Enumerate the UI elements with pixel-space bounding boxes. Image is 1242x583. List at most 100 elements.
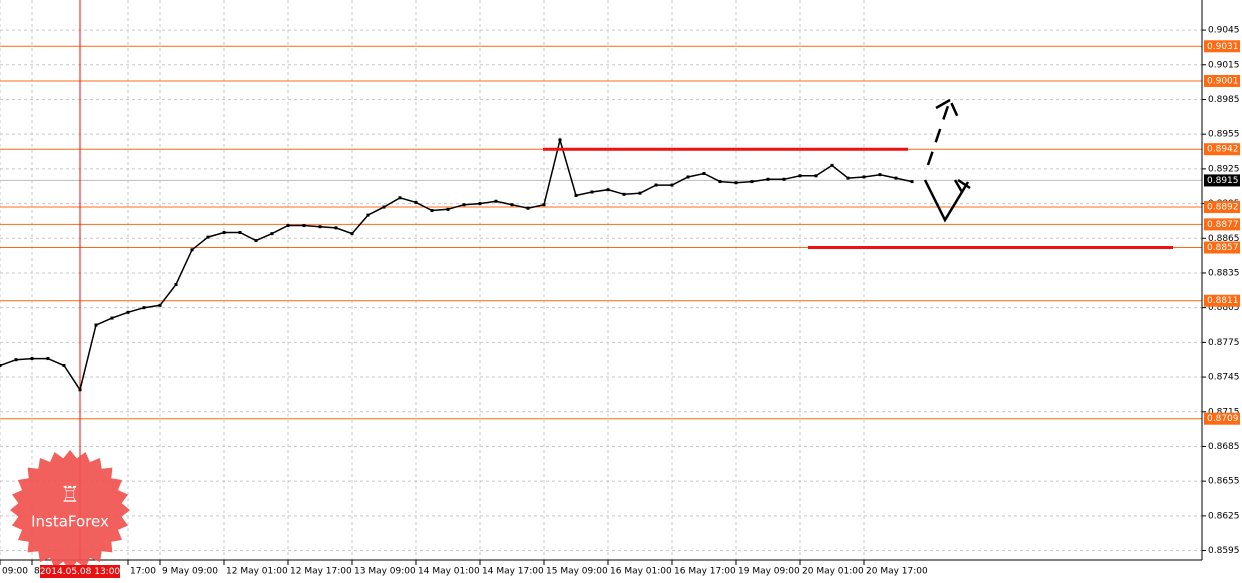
price-bar [878,173,882,177]
x-tick-label: 12 May 01:00 [226,567,288,577]
y-tick-label: 0.9045 [1208,26,1240,36]
price-bar [862,175,866,179]
price-bar [558,138,562,142]
grid [0,0,1202,560]
price-bar [174,283,178,287]
price-bar [734,181,738,185]
price-bar [190,248,194,252]
y-tick-label: 0.8925 [1208,164,1240,174]
price-bar [366,213,370,217]
x-tick-label: 15 May 09:00 [546,567,608,577]
series [0,137,914,392]
price-bar [302,224,306,228]
y-tick-label: 0.9015 [1208,60,1240,70]
price-bar [494,199,498,203]
level-label: 0.9031 [1207,42,1239,52]
price-bar [622,192,626,196]
price-bar [158,303,162,307]
level-label-box [1204,294,1240,307]
y-tick-label: 0.8715 [1208,407,1240,417]
price-bar [798,174,802,178]
price-bar [286,224,290,228]
level-label: 0.8857 [1207,243,1239,253]
price-bar [0,363,2,367]
crosshair-label-box [40,565,120,578]
x-tick-label: 09:00 [2,567,28,577]
price-bar [94,323,98,327]
price-bar [462,203,466,207]
x-tick-label: 14 May 01:00 [418,567,480,577]
y-tick-label: 0.8835 [1208,268,1240,278]
x-tick-label: 9 May 09:00 [162,567,218,577]
y-tick-label: 0.8655 [1208,477,1240,487]
logo: ♖ InstaForex [10,450,130,570]
forecast-down [923,179,970,223]
level-label: 0.8892 [1207,203,1239,213]
x-tick-label: 16 May 17:00 [674,567,736,577]
price-bar [270,232,274,236]
arrow-head-up [935,98,951,110]
level-label: 0.8942 [1207,145,1239,155]
x-tick-label: 12 May 17:00 [290,567,352,577]
level-label-box [1204,74,1240,87]
x-tick-label: 13 May 09:00 [354,567,416,577]
price-line [0,137,913,392]
level-label-box [1204,412,1240,425]
price-bar [782,177,786,181]
price-bar [142,306,146,310]
x-tick-label: 16 May 01:00 [610,567,672,577]
x-tick-label: 14 May 17:00 [482,567,544,577]
logo-icon: ♖ [60,483,80,508]
x-tick-label: 17:00 [130,567,156,577]
price-bar [206,235,210,239]
level-label-box [1204,143,1240,156]
price-bar [894,176,898,180]
price-bar [398,196,402,200]
y-tick-label: 0.8805 [1208,303,1240,313]
x-tick-label: 20 May 01:00 [802,567,864,577]
price-bar [414,200,418,204]
price-bar [478,202,482,206]
price-bar [510,203,514,207]
price-bar [830,163,834,167]
price-bar [14,358,18,362]
price-bar [910,180,914,184]
price-bar [670,183,674,187]
forecast-arrows [923,96,971,223]
price-bar [318,225,322,229]
price-bar [606,188,610,192]
price-bar [30,357,34,361]
price-bar [78,388,82,392]
arrow-head [953,178,971,193]
price-bar [702,171,706,175]
price-bar [238,230,242,234]
price-bar [126,310,130,314]
price-bar [814,174,818,178]
level-label-box [1204,241,1240,254]
x-tick-label: 20 May 17:00 [866,567,928,577]
price-bar [638,191,642,195]
price-bar [430,209,434,213]
price-bar [846,176,850,180]
level-label: 0.8709 [1207,414,1239,424]
price-bar [766,177,770,181]
y-tick-label: 0.8775 [1208,338,1240,348]
forecast-up [926,96,962,166]
level-label-box [1204,40,1240,53]
y-tick-label: 0.8685 [1208,442,1240,452]
y-tick-label: 0.8985 [1208,95,1240,105]
crosshair-label: 2014.05.08 13:00 [40,567,121,577]
price-bar [526,206,530,210]
price-bar [446,207,450,211]
level-label-box [1204,218,1240,231]
price-bar [590,190,594,194]
level-label: 0.8877 [1207,220,1239,230]
price-bar [718,180,722,184]
y-tick-label: 0.8865 [1208,234,1240,244]
price-bar [382,205,386,209]
price-bar [686,175,690,179]
y-tick-label: 0.8745 [1208,373,1240,383]
logo-text: InstaForex [31,513,109,531]
price-bar [574,193,578,197]
